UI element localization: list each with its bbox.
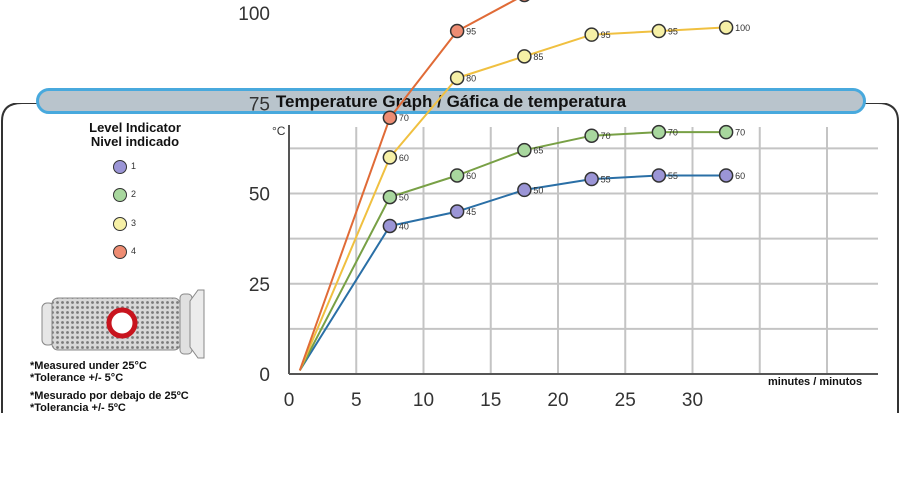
legend-marker	[113, 245, 127, 259]
data-point	[517, 49, 532, 64]
y-tick-label: 100	[238, 4, 270, 25]
data-label: 55	[668, 171, 678, 181]
data-label: 95	[668, 27, 678, 37]
x-tick-label: 20	[547, 390, 568, 411]
data-point	[651, 124, 667, 140]
data-label: 60	[399, 153, 409, 163]
data-label: 70	[601, 131, 611, 141]
heated-grip-image	[41, 289, 205, 359]
x-tick-label: 10	[413, 390, 434, 411]
y-tick-label: 75	[249, 94, 270, 115]
data-point	[449, 168, 465, 183]
data-point	[382, 189, 398, 205]
data-point	[517, 142, 532, 158]
x-tick-label: 25	[615, 390, 636, 411]
data-point	[382, 110, 398, 125]
data-label: 95	[466, 27, 476, 37]
data-label: 95	[601, 30, 611, 40]
legend-label: 1	[131, 161, 137, 171]
series-line-2	[298, 131, 727, 371]
x-tick-label: 5	[351, 390, 362, 411]
data-label: 50	[399, 193, 409, 203]
data-point	[584, 27, 599, 42]
data-label: 100	[735, 23, 750, 33]
data-point	[718, 124, 734, 140]
data-point	[449, 204, 465, 219]
data-point	[651, 23, 667, 39]
legend-title: Level Indicator Nivel indicado	[50, 121, 220, 149]
data-point	[718, 168, 734, 183]
data-point	[651, 168, 667, 183]
x-axis-label: minutes / minutos	[768, 376, 863, 388]
legend-label: 2	[131, 189, 137, 199]
data-point	[519, 0, 530, 3]
y-tick-label: 0	[259, 365, 270, 386]
series-line-3	[298, 26, 727, 371]
y-tick-label: 50	[249, 185, 270, 206]
data-label: 45	[466, 207, 476, 217]
y-axis-label: °C	[272, 124, 286, 138]
y-tick-label: 25	[249, 275, 270, 296]
x-tick-label: 15	[480, 390, 501, 411]
legend-label: 3	[131, 218, 137, 228]
data-label: 50	[533, 185, 543, 195]
series-line-1	[298, 174, 727, 371]
data-point	[382, 218, 398, 234]
data-point	[718, 20, 734, 35]
legend-title-en: Level Indicator	[89, 120, 181, 135]
note-measured-es: *Mesurado por debajo de 25ºC	[30, 390, 189, 402]
data-label: 55	[601, 175, 611, 185]
legend-marker	[113, 188, 127, 202]
series-line-4	[298, 0, 518, 371]
data-label: 70	[399, 113, 409, 123]
data-label: 70	[668, 128, 678, 138]
data-point	[584, 128, 599, 143]
data-label: 80	[466, 73, 476, 83]
note-tolerance-en: *Tolerance +/- 5°C	[30, 372, 124, 384]
data-label: 65	[533, 146, 543, 156]
data-point	[382, 150, 398, 165]
data-point	[517, 182, 532, 198]
note-tolerance-es: *Tolerancia +/- 5ºC	[30, 402, 126, 414]
legend-marker	[113, 160, 127, 174]
legend-label: 4	[131, 246, 137, 256]
data-label: 60	[735, 171, 745, 181]
note-measured-en: *Measured under 25°C	[30, 360, 147, 372]
data-point	[449, 23, 465, 39]
data-label: 40	[399, 221, 409, 231]
data-label: 60	[466, 171, 476, 181]
data-point	[449, 70, 465, 86]
note-en: *Measured under 25°C *Tolerance +/- 5°C	[30, 360, 147, 384]
note-es: *Mesurado por debajo de 25ºC *Tolerancia…	[30, 390, 189, 414]
x-tick-label: 30	[682, 390, 703, 411]
chart-title: Temperature Graph / Gáfica de temperatur…	[36, 88, 866, 114]
data-point	[584, 171, 599, 187]
data-label: 85	[533, 52, 543, 62]
legend-marker	[113, 217, 127, 231]
panel-frame	[1, 103, 899, 413]
data-label: 70	[735, 128, 745, 138]
x-tick-label: 0	[284, 390, 295, 411]
legend-title-es: Nivel indicado	[90, 134, 180, 149]
